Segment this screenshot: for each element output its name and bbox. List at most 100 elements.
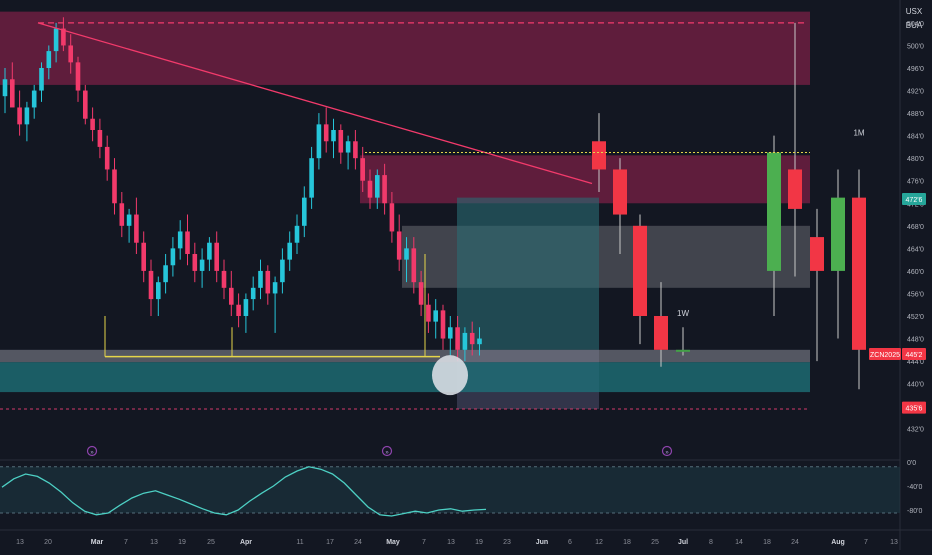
daily-candle <box>236 304 241 316</box>
daily-candle <box>104 146 110 170</box>
daily-candle <box>280 259 285 283</box>
price-tick: 504'0 <box>907 21 924 28</box>
daily-candle <box>287 242 292 260</box>
event-marker-2-glyph: » <box>385 450 389 456</box>
daily-candle <box>163 265 168 283</box>
daily-candle <box>411 248 417 283</box>
daily-candle <box>221 270 227 288</box>
monthly-candle <box>831 197 845 271</box>
time-tick: 7 <box>124 539 128 546</box>
oscillator-tick: -40'0 <box>907 484 922 491</box>
oscillator-line <box>1 466 487 517</box>
daily-candle <box>469 332 475 345</box>
daily-candle <box>367 180 373 198</box>
lower-price-label: 435'6 <box>906 406 923 413</box>
time-tick: May <box>386 539 400 546</box>
weekly-candle <box>613 169 627 215</box>
daily-candle <box>134 214 139 243</box>
time-tick: 23 <box>503 539 511 546</box>
time-tick: Jul <box>678 539 688 546</box>
time-tick: 7 <box>864 539 868 546</box>
monthly-candle <box>852 197 866 350</box>
daily-candle <box>272 282 278 294</box>
monthly-candle <box>788 169 802 209</box>
daily-candle <box>75 62 81 91</box>
price-tick: 432'0 <box>907 427 924 434</box>
daily-candle <box>46 51 52 68</box>
daily-candle <box>375 175 380 198</box>
price-tick: 440'0 <box>907 382 924 389</box>
demand-zone <box>0 362 810 393</box>
timeframe-label-1w: 1W <box>677 309 689 318</box>
timeframe-label-1m: 1M <box>853 129 864 138</box>
weekly-candle <box>592 141 606 170</box>
lower-price-badge <box>902 401 926 414</box>
monthly-candle <box>767 152 781 271</box>
price-tick: 484'0 <box>907 134 924 141</box>
daily-candle <box>265 270 271 294</box>
daily-candle <box>112 169 117 204</box>
time-tick: 25 <box>651 539 659 546</box>
daily-candle <box>192 254 198 271</box>
price-tick: 492'0 <box>907 89 924 96</box>
daily-candle <box>338 130 344 153</box>
unit-label: BUA <box>906 21 923 30</box>
daily-candle <box>119 203 125 226</box>
time-tick: 13 <box>16 539 24 546</box>
price-tick: 444'0 <box>907 359 924 366</box>
daily-candle <box>433 310 438 322</box>
target-zone <box>457 197 599 350</box>
daily-candle <box>331 130 336 142</box>
candles-layer <box>2 17 866 390</box>
last-price-badge <box>902 193 926 206</box>
daily-candle <box>353 141 358 159</box>
time-tick: 19 <box>178 539 186 546</box>
weekly-candle <box>633 225 647 316</box>
time-tick: 6 <box>568 539 572 546</box>
time-tick: 17 <box>326 539 334 546</box>
event-marker-3-glyph: » <box>665 450 669 456</box>
daily-candle <box>302 197 307 226</box>
supply-zone-top <box>0 11 810 85</box>
daily-candle <box>360 158 365 181</box>
daily-candle <box>345 141 351 153</box>
price-tick: 480'0 <box>907 156 924 163</box>
downtrend-line <box>37 22 593 185</box>
time-tick: 20 <box>44 539 52 546</box>
daily-candle <box>141 242 146 271</box>
daily-candle <box>426 304 431 322</box>
daily-candle <box>39 68 44 91</box>
daily-candle <box>418 282 424 305</box>
time-tick: Apr <box>240 539 252 546</box>
time-tick: 25 <box>207 539 215 546</box>
daily-candle <box>68 45 73 63</box>
event-marker-1 <box>86 445 98 457</box>
time-tick: 13 <box>890 539 898 546</box>
price-tick: 464'0 <box>907 246 924 253</box>
daily-candle <box>177 231 183 249</box>
price-tick: 460'0 <box>907 269 924 276</box>
oscillator-pane: 0'0 -40'0 -80'0 <box>0 459 922 517</box>
currency-label: USX <box>906 7 923 16</box>
daily-candle <box>2 79 8 97</box>
daily-candle <box>148 270 154 300</box>
daily-candle <box>53 28 59 52</box>
event-marker-2 <box>381 445 393 457</box>
daily-candle <box>243 299 249 316</box>
daily-candle <box>316 124 322 159</box>
overlays-layer: 1W 1M » » » <box>37 22 865 457</box>
monthly-candle <box>810 237 824 271</box>
time-tick: Mar <box>91 539 104 546</box>
event-marker-3 <box>661 445 673 457</box>
daily-candle <box>258 270 263 288</box>
daily-candle <box>440 310 446 339</box>
daily-candle <box>382 175 387 204</box>
event-marker-1-glyph: » <box>90 450 94 456</box>
time-tick: 12 <box>595 539 603 546</box>
daily-candle <box>10 79 15 108</box>
time-tick: 8 <box>709 539 713 546</box>
last-price-label: 472'6 <box>906 197 923 204</box>
